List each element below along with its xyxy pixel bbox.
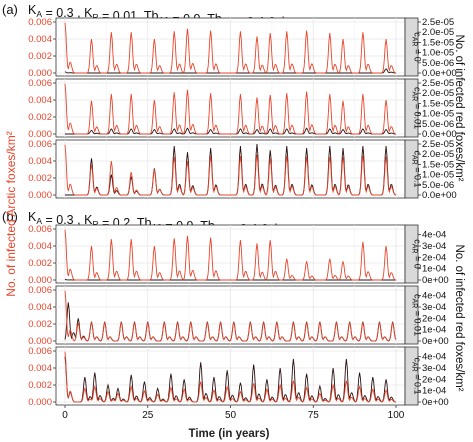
left-tick-label: 0.004 [28,95,52,106]
x-tick-label: 0 [62,410,68,421]
right-tick-label: 1.0e-05 [422,170,454,181]
x-tick-label: 25 [142,410,154,421]
facet-strip-label: cAR = 0 [411,239,423,269]
right-tick-label: 2.5e-05 [422,78,454,89]
left-tick-label: 0.000 [28,68,52,79]
right-tick-label: 1.0e-05 [422,48,454,59]
right-tick-label: 2.0e-05 [422,149,454,160]
right-tick-label: 4e-04 [422,352,446,363]
right-tick-label: 1.5e-05 [422,159,454,170]
left-tick-label: 0.004 [28,241,52,252]
arctic-fox-series [64,351,397,403]
left-tick-label: 0.000 [28,129,52,140]
x-axis-title: Time (in years) [189,428,270,440]
left-tick-label: 0.006 [28,285,52,296]
right-tick-label: 5.0e-06 [422,180,454,191]
right-tick-label: 2.5e-05 [422,17,454,28]
left-tick-label: 0.002 [28,112,52,123]
facet-strip-label: cAR = 0 [411,32,423,62]
right-tick-label: 3e-04 [422,363,446,374]
left-tick-label: 0.004 [28,302,52,313]
right-tick-label: 0e+00 [422,397,449,408]
right-tick-label: 4e-04 [422,230,446,241]
left-tick-label: 0.000 [28,190,52,201]
left-tick-label: 0.006 [28,346,52,357]
y-axis-title-right-a: No. of infected red foxes/km² [453,34,465,181]
right-tick-label: 5.0e-06 [422,58,454,69]
right-tick-label: 2.0e-05 [422,88,454,99]
right-tick-label: 5.0e-06 [422,119,454,130]
left-tick-label: 0.002 [28,173,52,184]
arctic-fox-series [64,144,397,196]
right-tick-label: 0.0e+00 [422,129,457,140]
left-tick-label: 0.006 [28,78,52,89]
arctic-fox-series [64,83,397,135]
y-axis-title-left: No. of infected Arctic foxes/km² [4,131,18,296]
left-tick-label: 0.002 [28,319,52,330]
facet-strip [404,346,419,406]
right-tick-label: 1e-04 [422,386,446,397]
right-tick-label: 0e+00 [422,275,449,286]
right-tick-label: 3e-04 [422,302,446,313]
left-tick-label: 0.000 [28,275,52,286]
arctic-fox-series [64,229,397,281]
left-tick-label: 0.006 [28,17,52,28]
right-tick-label: 0.0e+00 [422,190,457,201]
facet-strip-label: cAR = 0.01 [411,294,423,336]
left-tick-label: 0.004 [28,156,52,167]
facet-strip-label: cAR = 0.1 [411,357,423,394]
right-tick-label: 2e-04 [422,313,446,324]
right-tick-label: 2.0e-05 [422,27,454,38]
left-tick-label: 0.004 [28,363,52,374]
y-axis-title-right-b: No. of infected red foxes/km² [453,244,465,391]
right-tick-label: 1.0e-05 [422,109,454,120]
right-tick-label: 1.5e-05 [422,37,454,48]
x-tick-label: 100 [388,410,405,421]
right-tick-label: 4e-04 [422,291,446,302]
right-tick-label: 2.5e-05 [422,139,454,150]
facet-strip [404,17,419,77]
facet-strip-label: cAR = 0.1 [411,150,423,187]
x-tick-label: 75 [308,410,320,421]
right-tick-label: 1.5e-05 [422,98,454,109]
left-tick-label: 0.002 [28,380,52,391]
right-tick-label: 1e-04 [422,264,446,275]
left-tick-label: 0.000 [28,397,52,408]
facet-strip [404,139,419,199]
left-tick-label: 0.006 [28,139,52,150]
left-tick-label: 0.000 [28,336,52,347]
arctic-fox-series [64,22,397,74]
left-tick-label: 0.002 [28,258,52,269]
left-tick-label: 0.002 [28,51,52,62]
facet-strip [404,224,419,284]
left-tick-label: 0.004 [28,34,52,45]
right-tick-label: 2e-04 [422,252,446,263]
right-tick-label: 2e-04 [422,374,446,385]
facet-strip [404,78,419,138]
facet-strip-label: cAR = 0.01 [411,87,423,129]
right-tick-label: 0.0e+00 [422,68,457,79]
x-tick-label: 50 [225,410,237,421]
arctic-fox-series [64,290,397,342]
facet-strip [404,285,419,345]
group-b-label: (b) [2,209,18,224]
group-a-label: (a) [2,2,18,17]
right-tick-label: 1e-04 [422,325,446,336]
left-tick-label: 0.006 [28,224,52,235]
right-tick-label: 0e+00 [422,336,449,347]
right-tick-label: 3e-04 [422,241,446,252]
